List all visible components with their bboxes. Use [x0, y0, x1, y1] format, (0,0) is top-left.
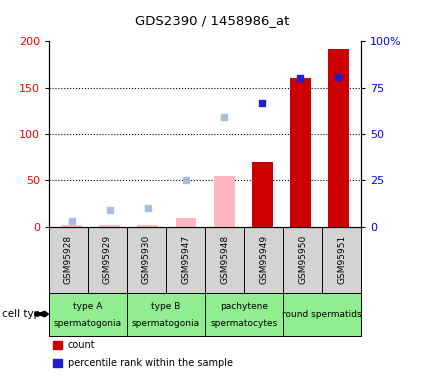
Text: GSM95950: GSM95950 — [298, 235, 307, 284]
Text: spermatocytes: spermatocytes — [210, 319, 278, 328]
Bar — [290, 78, 311, 227]
Text: spermatogonia: spermatogonia — [132, 319, 200, 328]
Bar — [137, 225, 159, 227]
Bar — [61, 225, 82, 227]
Text: GDS2390 / 1458986_at: GDS2390 / 1458986_at — [135, 14, 290, 27]
Bar — [99, 225, 120, 227]
Text: round spermatids: round spermatids — [282, 309, 362, 318]
Bar — [214, 176, 235, 227]
Bar — [328, 49, 349, 227]
Text: count: count — [68, 340, 95, 350]
Text: cell type: cell type — [2, 309, 47, 319]
Text: GSM95929: GSM95929 — [103, 235, 112, 284]
Bar — [252, 162, 273, 227]
Text: GSM95948: GSM95948 — [220, 235, 229, 284]
Text: GSM95951: GSM95951 — [337, 235, 346, 284]
Bar — [176, 217, 196, 227]
Text: type A: type A — [73, 302, 102, 311]
Text: percentile rank within the sample: percentile rank within the sample — [68, 358, 232, 368]
Text: spermatogonia: spermatogonia — [54, 319, 122, 328]
Text: type B: type B — [151, 302, 181, 311]
Text: GSM95928: GSM95928 — [64, 235, 73, 284]
Text: GSM95947: GSM95947 — [181, 235, 190, 284]
Text: GSM95930: GSM95930 — [142, 235, 151, 284]
Text: GSM95949: GSM95949 — [259, 235, 268, 284]
Text: pachytene: pachytene — [220, 302, 268, 311]
